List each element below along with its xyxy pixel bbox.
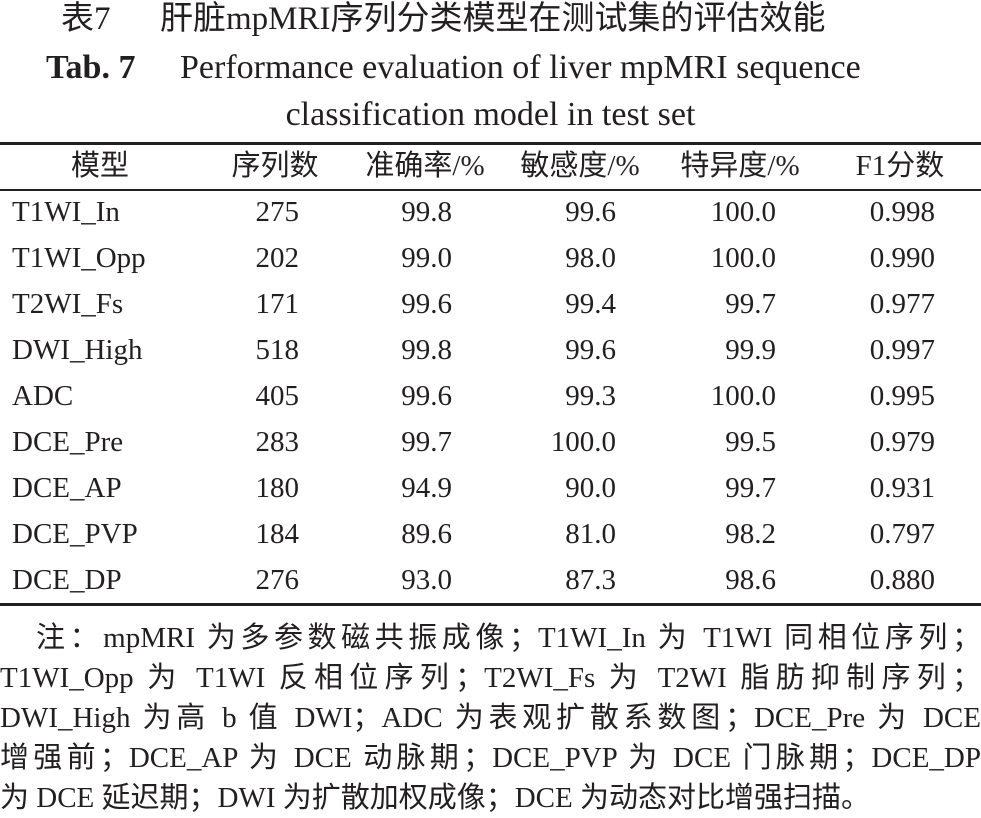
row-label: T1WI_Opp (12, 242, 146, 274)
cell: 99.6 (565, 196, 616, 228)
cell: 99.7 (401, 426, 452, 458)
row-label: T2WI_Fs (12, 288, 124, 320)
cell: 171 (255, 288, 300, 320)
cell: 100.0 (710, 242, 776, 274)
caption-title-en: Performance evaluation of liver mpMRI se… (180, 49, 861, 86)
header-rule (0, 189, 981, 191)
cell: 90.0 (565, 472, 616, 504)
cell: 276 (255, 564, 300, 596)
caption-label-cn: 表7 (61, 1, 111, 37)
cell: 94.9 (401, 472, 452, 504)
cell: 99.7 (725, 472, 776, 504)
cell: 0.995 (869, 380, 935, 412)
row-label: DCE_AP (12, 472, 122, 504)
cell: 99.8 (401, 196, 452, 228)
cell: 99.6 (401, 380, 452, 412)
header-cell: 准确率/% (365, 150, 485, 182)
cell: 98.2 (725, 518, 776, 550)
cell: 283 (255, 426, 300, 458)
cell: 184 (255, 518, 300, 550)
cell: 202 (255, 242, 300, 274)
cell: 0.880 (869, 564, 935, 596)
cell: 100.0 (550, 426, 616, 458)
cell: 518 (255, 334, 300, 366)
cell: 0.990 (869, 242, 935, 274)
caption-label-en: Tab. 7 (46, 49, 136, 86)
cell: 99.6 (401, 288, 452, 320)
cell: 0.931 (869, 472, 935, 504)
top-rule (0, 142, 981, 145)
cell: 99.3 (565, 380, 616, 412)
cell: 0.977 (869, 288, 935, 320)
header-cell: F1分数 (855, 150, 945, 182)
cell: 81.0 (565, 518, 616, 550)
note-line: 为 DCE 延迟期；DWI 为扩散加权成像；DCE 为动态对比增强扫描。 (0, 782, 870, 814)
row-label: DCE_DP (12, 564, 122, 596)
cell: 99.8 (401, 334, 452, 366)
cell: 0.997 (869, 334, 935, 366)
note-line: 注：mpMRI 为多参数磁共振成像；T1WI_In 为 T1WI 同相位序列； (36, 622, 981, 654)
cell: 275 (255, 196, 300, 228)
row-label: DCE_PVP (12, 518, 138, 550)
cell: 180 (255, 472, 300, 504)
note-line: T1WI_Opp 为 T1WI 反相位序列；T2WI_Fs 为 T2WI 脂肪抑… (0, 662, 981, 694)
row-label: DWI_High (12, 334, 143, 366)
cell: 0.797 (869, 518, 935, 550)
note-line: 增强前；DCE_AP 为 DCE 动脉期；DCE_PVP 为 DCE 门脉期；D… (0, 742, 981, 774)
cell: 98.0 (565, 242, 616, 274)
cell: 87.3 (565, 564, 616, 596)
cell: 0.979 (869, 426, 935, 458)
row-label: ADC (12, 380, 74, 412)
header-cell: 敏感度/% (520, 150, 640, 182)
cell: 100.0 (710, 196, 776, 228)
caption-title-en: classification model in test set (285, 96, 696, 133)
cell: 93.0 (401, 564, 452, 596)
cell: 405 (255, 380, 300, 412)
header-cell: 特异度/% (680, 150, 800, 182)
cell: 99.7 (725, 288, 776, 320)
cell: 99.0 (401, 242, 452, 274)
caption-title-cn: 肝脏mpMRI序列分类模型在测试集的评估效能 (160, 1, 826, 37)
cell: 89.6 (401, 518, 452, 550)
bottom-rule (0, 603, 981, 606)
cell: 99.4 (565, 288, 616, 320)
cell: 99.5 (725, 426, 776, 458)
cell: 99.9 (725, 334, 776, 366)
cell: 98.6 (725, 564, 776, 596)
cell: 0.998 (869, 196, 935, 228)
row-label: T1WI_In (12, 196, 120, 228)
note-line: DWI_High 为高 b 值 DWI；ADC 为表观扩散系数图；DCE_Pre… (0, 702, 981, 734)
cell: 100.0 (710, 380, 776, 412)
header-cell: 模型 (70, 150, 129, 182)
header-cell: 序列数 (231, 150, 319, 182)
cell: 99.6 (565, 334, 616, 366)
row-label: DCE_Pre (12, 426, 124, 458)
